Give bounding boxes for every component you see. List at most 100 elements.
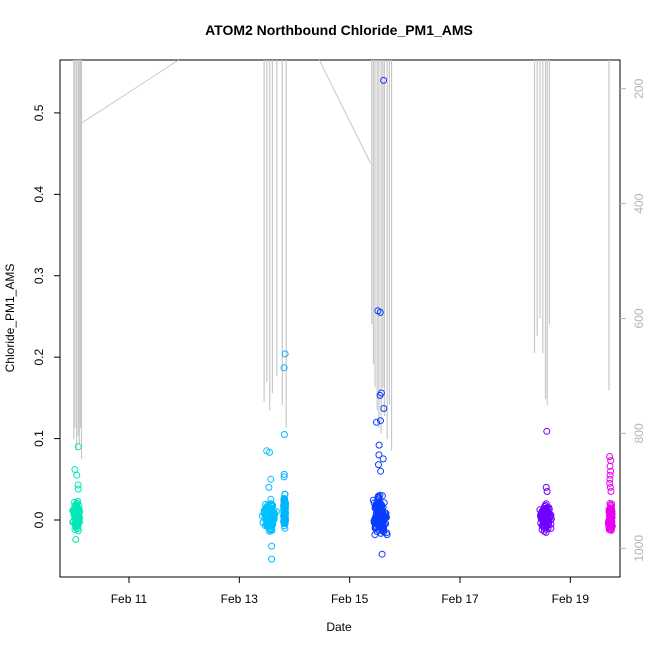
secondary-y-tick-label: 600 (632, 308, 646, 328)
data-point-outlier (542, 483, 550, 491)
secondary-series (73, 59, 610, 460)
x-tick-label: Feb 15 (331, 592, 369, 606)
data-point (607, 501, 614, 509)
data-point-outlier (373, 418, 380, 426)
data-point-outlier (379, 455, 387, 463)
data-point (608, 506, 615, 514)
secondary-y-tick-label: 800 (632, 423, 646, 443)
secondary-y-axis: 200 400 600 800 1000 (620, 78, 646, 562)
secondary-connector-1 (318, 59, 372, 164)
data-point (371, 502, 379, 510)
data-point (74, 520, 82, 528)
data-points (69, 76, 616, 563)
plot-frame (59, 59, 621, 578)
data-point (280, 507, 288, 515)
data-point-outlier (606, 483, 614, 491)
x-tick-label: Feb 13 (221, 592, 259, 606)
data-point-outlier (265, 483, 273, 491)
y-tick-label: 0.1 (32, 430, 46, 447)
data-point-outlier (375, 451, 383, 459)
data-point (281, 498, 289, 505)
data-point-outlier (72, 536, 80, 543)
data-point-outlier (606, 453, 614, 460)
data-point-outlier (606, 479, 614, 487)
data-point-outlier (543, 488, 551, 495)
data-point (266, 513, 273, 521)
x-axis-label: Date (326, 620, 352, 634)
data-point-outlier (73, 471, 81, 479)
x-tick-label: Feb 11 (111, 592, 148, 606)
data-point-outlier (375, 441, 383, 449)
data-point-outlier (543, 427, 551, 435)
data-point-outlier (607, 488, 615, 495)
data-point (378, 501, 386, 509)
data-point (73, 499, 81, 507)
data-point (376, 491, 384, 499)
data-point (378, 511, 386, 518)
data-point (281, 516, 289, 524)
data-point-outlier (376, 308, 384, 316)
data-point-outlier (377, 417, 384, 425)
data-point-outlier (606, 471, 614, 479)
secondary-connector-0 (81, 59, 179, 124)
data-point (71, 510, 79, 518)
y-axis: 0.0 0.1 0.2 0.3 0.4 0.5 (32, 104, 60, 528)
data-point (606, 519, 614, 527)
secondary-y-tick-label: 200 (632, 78, 646, 98)
x-axis: Feb 11 Feb 13 Feb 15 Feb 17 Feb 19 (111, 577, 590, 606)
data-point-outlier (376, 391, 384, 399)
data-point (607, 512, 614, 519)
data-point-outlier (607, 457, 615, 465)
data-point (373, 514, 381, 521)
data-point (71, 526, 79, 533)
data-point-outlier (606, 462, 614, 470)
data-point-outlier (267, 475, 275, 483)
data-point-outlier (74, 443, 82, 451)
data-point (260, 508, 268, 516)
data-point-outlier (266, 448, 273, 456)
x-tick-label: Feb 19 (552, 592, 590, 606)
data-point-outlier (281, 350, 289, 358)
y-tick-label: 0.4 (32, 186, 46, 203)
data-point (280, 502, 288, 510)
data-point (537, 519, 545, 527)
chart-title: ATOM2 Northbound Chloride_PM1_AMS (205, 22, 473, 38)
data-point-outlier (380, 76, 388, 84)
data-point-outlier (74, 481, 82, 489)
y-tick-label: 0.5 (32, 104, 46, 121)
data-point (74, 516, 82, 523)
y-tick-label: 0.3 (32, 267, 46, 284)
data-point-outlier (280, 473, 288, 481)
data-point-outlier (268, 542, 276, 550)
data-point (544, 518, 552, 525)
secondary-y-tick-label: 1000 (632, 535, 646, 562)
data-point-outlier (268, 555, 276, 563)
data-point (281, 514, 288, 522)
data-point-outlier (378, 550, 386, 558)
data-point-outlier (280, 364, 288, 372)
data-point (377, 522, 385, 530)
data-point-outlier (606, 475, 614, 483)
data-point-outlier (280, 470, 288, 478)
data-point (540, 527, 548, 535)
data-point (266, 518, 274, 525)
data-point-outlier (74, 485, 82, 493)
data-point-outlier (375, 461, 382, 469)
x-tick-label: Feb 17 (441, 592, 479, 606)
data-point (538, 526, 546, 534)
data-point-outlier (71, 466, 79, 473)
data-point (369, 496, 377, 504)
data-point-outlier (280, 431, 288, 438)
y-tick-label: 0.0 (32, 511, 46, 528)
y-axis-label: Chloride_PM1_AMS (3, 264, 17, 373)
data-point (266, 522, 274, 530)
secondary-y-tick-label: 400 (632, 193, 646, 213)
data-point (266, 505, 274, 513)
data-point (281, 524, 289, 532)
data-point (266, 524, 274, 532)
data-point-outlier (380, 405, 388, 412)
data-point-outlier (607, 467, 615, 475)
data-point-outlier (377, 467, 385, 475)
y-tick-label: 0.2 (32, 349, 46, 366)
